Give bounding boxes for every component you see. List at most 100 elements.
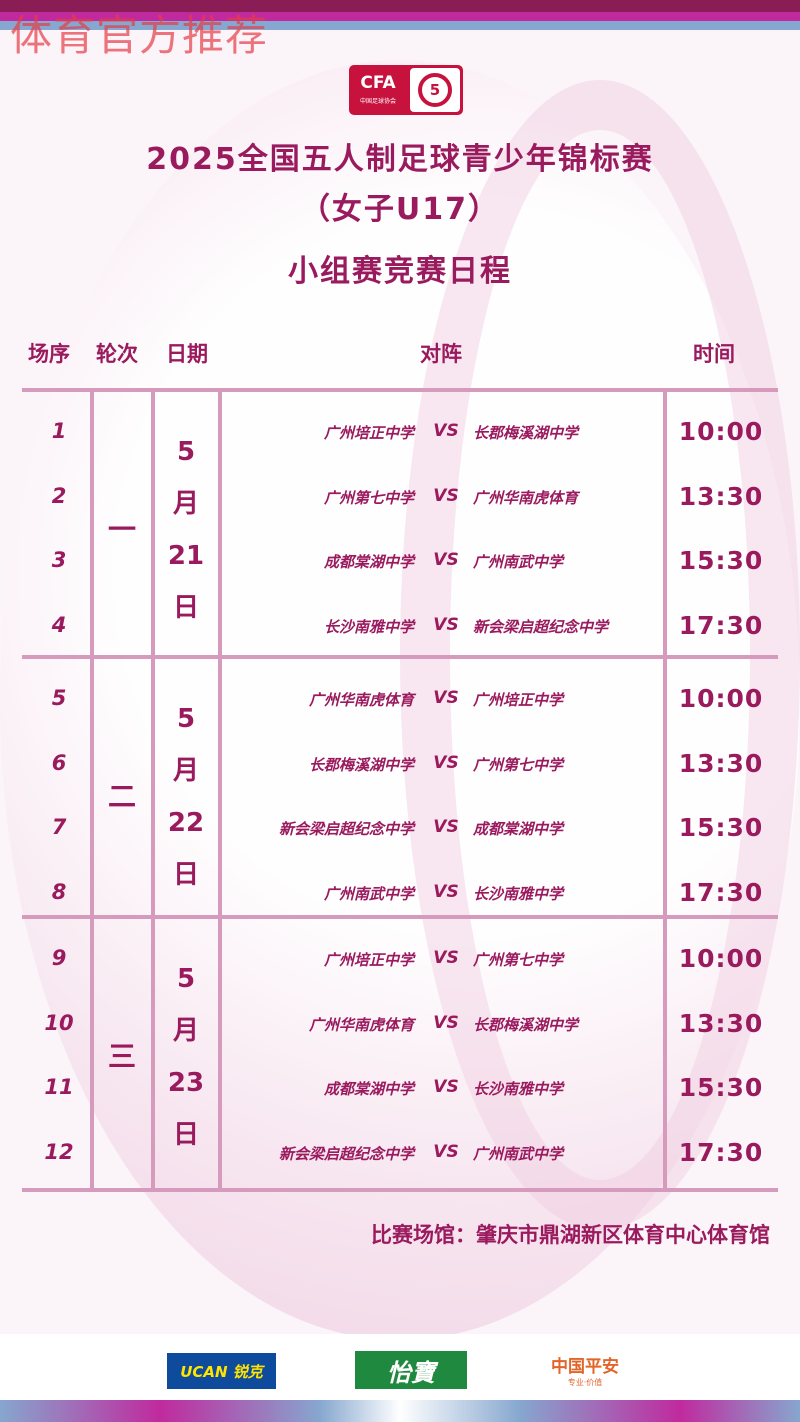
away-team: 长沙南雅中学: [473, 1080, 564, 1099]
vs-label: VS: [433, 615, 459, 636]
cfa-logo: CFA 中国足球协会 5: [349, 65, 463, 115]
away-team: 广州南武中学: [473, 553, 564, 572]
date-part: 月: [172, 489, 199, 519]
date-part: 日: [172, 860, 199, 890]
date-part: 5: [176, 964, 196, 994]
round-label: 三: [107, 1040, 136, 1073]
top-stripe: [0, 12, 800, 21]
away-team: 广州培正中学: [473, 691, 564, 709]
date-part: 23: [167, 1068, 205, 1098]
away-team: 长郡梅溪湖中学: [473, 1015, 579, 1034]
date-part: 5: [176, 437, 196, 467]
round-label: 一: [107, 513, 136, 546]
vs-label: VS: [433, 485, 459, 506]
kickoff-time: 10:00: [678, 417, 764, 446]
vs-label: VS: [433, 752, 459, 773]
kickoff-time: 13:30: [678, 481, 764, 511]
page-title: 2025全国五人制足球青少年锦标赛: [146, 142, 654, 177]
table-divider: [22, 655, 778, 659]
home-team: 广州第七中学: [323, 488, 414, 507]
round-label: 二: [107, 780, 136, 813]
vs-label: VS: [433, 817, 459, 838]
column-divider: [663, 390, 667, 1190]
table-divider: [22, 1188, 778, 1192]
match-number: 3: [51, 548, 67, 573]
sponsor-pingan-logo: 中国平安 专业·价值: [551, 1357, 619, 1387]
vs-label: VS: [433, 1012, 459, 1033]
column-divider: [90, 390, 94, 1190]
kickoff-time: 17:30: [678, 611, 764, 641]
futsal-ball-icon: 5: [418, 73, 452, 107]
venue: 比赛场馆：肇庆市鼎湖新区体育中心体育馆: [371, 1223, 770, 1247]
match-number: 1: [51, 419, 67, 443]
match-number: 5: [51, 686, 67, 710]
match-number: 7: [51, 815, 67, 840]
home-team: 广州华南虎体育: [308, 1015, 414, 1034]
date-part: 日: [172, 1120, 199, 1150]
away-team: 广州第七中学: [473, 755, 564, 774]
vs-label: VS: [433, 688, 459, 708]
sponsor-cestbon-logo: 怡寶: [355, 1351, 467, 1389]
home-team: 成都棠湖中学: [323, 1080, 414, 1099]
date-part: 月: [172, 1016, 199, 1046]
kickoff-time: 13:30: [678, 1008, 764, 1038]
top-stripe: [0, 21, 800, 30]
page-title-category: （女子U17）: [299, 192, 501, 227]
header-match-no: 场序: [28, 342, 70, 366]
match-number: 9: [51, 946, 67, 970]
kickoff-time: 13:30: [678, 748, 764, 778]
vs-label: VS: [433, 1077, 459, 1098]
date-part: 日: [172, 593, 199, 623]
table-divider: [22, 915, 778, 919]
vs-label: VS: [433, 421, 459, 441]
away-team: 广州第七中学: [473, 951, 564, 969]
home-team: 成都棠湖中学: [323, 553, 414, 572]
date-part: 21: [167, 541, 205, 571]
home-team: 广州培正中学: [323, 424, 414, 442]
away-team: 广州南武中学: [473, 1145, 564, 1164]
page-subtitle: 小组赛竞赛日程: [288, 254, 512, 289]
date-part: 5: [176, 704, 196, 734]
match-number: 10: [44, 1010, 74, 1035]
bottom-stripe: [0, 1400, 800, 1422]
home-team: 长郡梅溪湖中学: [308, 755, 414, 774]
header-fixture: 对阵: [420, 342, 462, 366]
header-round: 轮次: [96, 342, 138, 366]
match-number: 11: [44, 1075, 74, 1100]
date-part: 月: [172, 756, 199, 786]
kickoff-time: 15:30: [678, 1073, 764, 1103]
away-team: 广州华南虎体育: [473, 488, 579, 507]
table-divider: [22, 388, 778, 392]
kickoff-time: 10:00: [678, 944, 764, 973]
vs-label: VS: [433, 948, 459, 968]
watermark: 体育官方推荐: [10, 11, 269, 60]
home-team: 广州华南虎体育: [308, 691, 414, 709]
column-divider: [151, 390, 155, 1190]
column-divider: [218, 390, 222, 1190]
match-number: 4: [51, 613, 67, 638]
sponsor-ucan-logo: UCAN 锐克: [167, 1353, 276, 1389]
vs-label: VS: [433, 550, 459, 571]
away-team: 长沙南雅中学: [473, 885, 564, 904]
match-number: 6: [51, 750, 67, 775]
away-team: 新会梁启超纪念中学: [473, 618, 609, 637]
top-stripe: [0, 0, 800, 12]
vs-label: VS: [433, 882, 459, 903]
date-part: 22: [167, 808, 205, 838]
away-team: 成都棠湖中学: [473, 820, 564, 839]
match-number: 8: [51, 880, 67, 905]
header-time: 时间: [693, 342, 735, 366]
header-date: 日期: [166, 342, 208, 366]
kickoff-time: 10:00: [678, 684, 764, 713]
match-number: 2: [51, 483, 67, 508]
home-team: 长沙南雅中学: [323, 618, 414, 637]
away-team: 长郡梅溪湖中学: [473, 424, 579, 442]
kickoff-time: 15:30: [678, 813, 764, 843]
home-team: 广州南武中学: [323, 885, 414, 904]
home-team: 新会梁启超纪念中学: [278, 820, 414, 839]
kickoff-time: 17:30: [678, 878, 764, 908]
match-number: 12: [44, 1140, 74, 1165]
home-team: 广州培正中学: [323, 951, 414, 969]
vs-label: VS: [433, 1142, 459, 1163]
kickoff-time: 15:30: [678, 546, 764, 576]
